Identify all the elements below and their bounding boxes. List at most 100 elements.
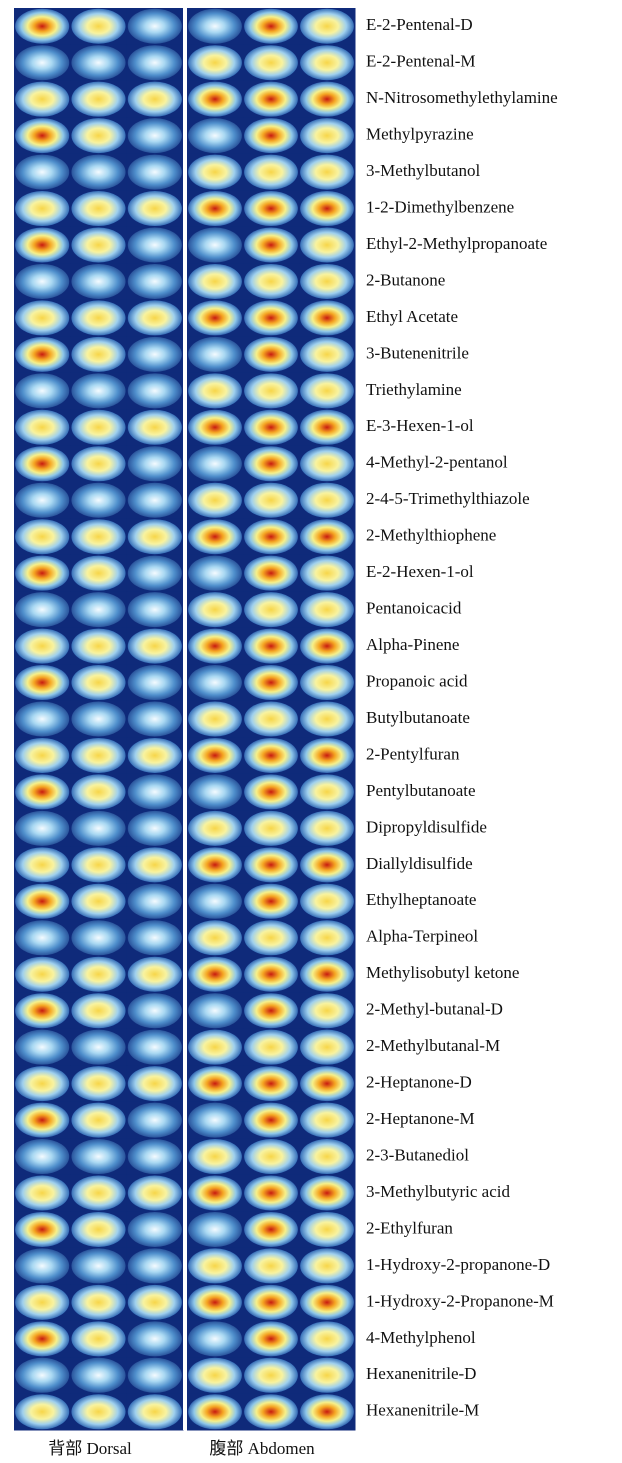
cell-spot <box>188 155 242 190</box>
cell-spot <box>128 1139 182 1174</box>
row-label: 2-Butanone <box>366 270 445 289</box>
cell-spot <box>188 1212 242 1247</box>
cell-spot <box>71 738 125 773</box>
cell-spot <box>71 337 125 372</box>
cell-spot <box>300 1030 354 1065</box>
cell-spot <box>15 884 69 919</box>
cell-spot <box>300 155 354 190</box>
cell-spot <box>15 592 69 627</box>
row-label: 3-Methylbutanol <box>366 161 481 180</box>
row-label: E-2-Pentenal-M <box>366 52 476 71</box>
cell-spot <box>188 264 242 299</box>
cell-spot <box>128 556 182 591</box>
cell-spot <box>128 264 182 299</box>
cell-spot <box>128 811 182 846</box>
row-labels: E-2-Pentenal-DE-2-Pentenal-MN-Nitrosomet… <box>366 15 558 1420</box>
cell-spot <box>15 264 69 299</box>
cell-spot <box>71 1248 125 1283</box>
heatmap-figure: E-2-Pentenal-DE-2-Pentenal-MN-Nitrosomet… <box>0 0 622 1463</box>
cell-spot <box>300 811 354 846</box>
cell-spot <box>128 82 182 117</box>
cell-spot <box>71 701 125 736</box>
cell-spot <box>71 191 125 226</box>
cell-spot <box>300 629 354 664</box>
cell-spot <box>71 1212 125 1247</box>
cell-spot <box>15 519 69 554</box>
cell-spot <box>15 629 69 664</box>
cell-spot <box>300 519 354 554</box>
row-label: Alpha-Pinene <box>366 635 459 654</box>
row-label: E-2-Hexen-1-ol <box>366 562 474 581</box>
cell-spot <box>15 410 69 445</box>
cell-spot <box>128 847 182 882</box>
row-label: 4-Methylphenol <box>366 1328 476 1347</box>
cell-spot <box>244 9 298 44</box>
cell-spot <box>71 1285 125 1320</box>
cell-spot <box>244 483 298 518</box>
row-label: 2-4-5-Trimethylthiazole <box>366 489 530 508</box>
cell-spot <box>300 227 354 262</box>
cell-spot <box>188 774 242 809</box>
cell-spot <box>71 1139 125 1174</box>
cell-spot <box>188 1103 242 1138</box>
cell-spot <box>300 738 354 773</box>
cell-spot <box>15 9 69 44</box>
row-label: Diallyldisulfide <box>366 854 473 873</box>
row-label: E-3-Hexen-1-ol <box>366 416 474 435</box>
cell-spot <box>71 227 125 262</box>
row-label: Methylpyrazine <box>366 125 474 144</box>
row-label: Dipropyldisulfide <box>366 817 487 836</box>
cell-spot <box>128 1285 182 1320</box>
cell-spot <box>15 1248 69 1283</box>
cell-spot <box>300 1358 354 1393</box>
cell-spot <box>128 1212 182 1247</box>
cell-spot <box>300 1139 354 1174</box>
cell-spot <box>128 1103 182 1138</box>
row-label: Triethylamine <box>366 380 462 399</box>
cell-spot <box>244 446 298 481</box>
row-label: 2-Pentylfuran <box>366 744 460 763</box>
cell-spot <box>244 45 298 80</box>
cell-spot <box>188 45 242 80</box>
cell-spot <box>244 920 298 955</box>
cell-spot <box>71 1030 125 1065</box>
cell-spot <box>71 1103 125 1138</box>
cell-spot <box>188 191 242 226</box>
cell-spot <box>15 1175 69 1210</box>
cell-spot <box>71 118 125 153</box>
cell-spot <box>188 592 242 627</box>
cell-spot <box>15 227 69 262</box>
cell-spot <box>244 592 298 627</box>
cell-spot <box>128 665 182 700</box>
cell-spot <box>128 1175 182 1210</box>
cell-spot <box>188 82 242 117</box>
cell-spot <box>71 373 125 408</box>
cell-spot <box>188 227 242 262</box>
cell-spot <box>300 920 354 955</box>
cell-spot <box>300 300 354 335</box>
cell-spot <box>188 446 242 481</box>
cell-spot <box>128 884 182 919</box>
cell-spot <box>244 1248 298 1283</box>
row-label: Alpha-Terpineol <box>366 927 478 946</box>
cell-spot <box>15 300 69 335</box>
cell-spot <box>244 410 298 445</box>
cell-spot <box>188 920 242 955</box>
cell-spot <box>15 337 69 372</box>
cell-spot <box>188 410 242 445</box>
cell-spot <box>300 1103 354 1138</box>
row-label: 2-Ethylfuran <box>366 1218 453 1237</box>
cell-spot <box>188 993 242 1028</box>
cell-spot <box>71 1175 125 1210</box>
cell-spot <box>244 300 298 335</box>
cell-spot <box>300 82 354 117</box>
cell-spot <box>300 118 354 153</box>
cell-spot <box>128 629 182 664</box>
cell-spot <box>71 300 125 335</box>
cell-spot <box>128 1321 182 1356</box>
row-label: E-2-Pentenal-D <box>366 15 473 34</box>
cell-spot <box>244 373 298 408</box>
cell-spot <box>300 1066 354 1101</box>
cell-spot <box>244 337 298 372</box>
cell-spot <box>188 337 242 372</box>
